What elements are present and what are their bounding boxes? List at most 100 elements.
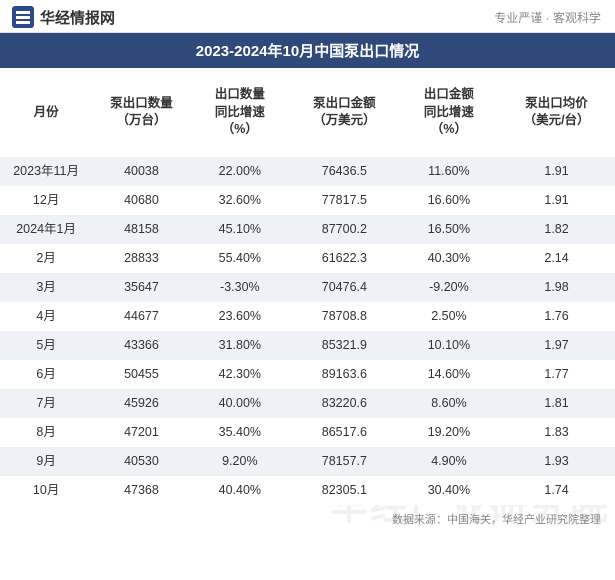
cell-qty-growth: 40.40% — [191, 476, 289, 505]
cell-amount-growth: 30.40% — [400, 476, 498, 505]
cell-month: 2023年11月 — [0, 157, 92, 186]
cell-qty-growth: 55.40% — [191, 244, 289, 273]
col-header-amount: 泵出口金额（万美元） — [289, 68, 400, 157]
cell-amount: 78157.7 — [289, 447, 400, 476]
cell-qty-growth: 9.20% — [191, 447, 289, 476]
cell-qty: 40038 — [92, 157, 190, 186]
cell-price: 1.74 — [498, 476, 615, 505]
cell-qty-growth: 35.40% — [191, 418, 289, 447]
cell-qty-growth: 42.30% — [191, 360, 289, 389]
cell-qty: 47368 — [92, 476, 190, 505]
table-row: 2024年1月4815845.10%87700.216.50%1.82 — [0, 215, 615, 244]
cell-price: 1.91 — [498, 157, 615, 186]
cell-month: 8月 — [0, 418, 92, 447]
table-row: 9月405309.20%78157.74.90%1.93 — [0, 447, 615, 476]
cell-amount-growth: 16.50% — [400, 215, 498, 244]
logo-text: 华经情报网 — [40, 7, 115, 28]
table-row: 12月4068032.60%77817.516.60%1.91 — [0, 186, 615, 215]
cell-amount-growth: 2.50% — [400, 302, 498, 331]
cell-qty-growth: 40.00% — [191, 389, 289, 418]
cell-price: 1.93 — [498, 447, 615, 476]
table-row: 8月4720135.40%86517.619.20%1.83 — [0, 418, 615, 447]
cell-amount: 70476.4 — [289, 273, 400, 302]
cell-qty: 40680 — [92, 186, 190, 215]
cell-price: 1.81 — [498, 389, 615, 418]
cell-qty: 40530 — [92, 447, 190, 476]
cell-month: 3月 — [0, 273, 92, 302]
cell-month: 2月 — [0, 244, 92, 273]
col-header-month: 月份 — [0, 68, 92, 157]
table-row: 2月2883355.40%61622.340.30%2.14 — [0, 244, 615, 273]
cell-qty-growth: 23.60% — [191, 302, 289, 331]
cell-month: 9月 — [0, 447, 92, 476]
cell-price: 1.91 — [498, 186, 615, 215]
cell-qty: 44677 — [92, 302, 190, 331]
cell-price: 1.83 — [498, 418, 615, 447]
table-row: 2023年11月4003822.00%76436.511.60%1.91 — [0, 157, 615, 186]
cell-qty-growth: 32.60% — [191, 186, 289, 215]
page-title: 2023-2024年10月中国泵出口情况 — [0, 33, 615, 68]
cell-amount: 78708.8 — [289, 302, 400, 331]
logo-icon — [12, 6, 34, 28]
cell-amount: 86517.6 — [289, 418, 400, 447]
cell-price: 1.97 — [498, 331, 615, 360]
cell-price: 1.76 — [498, 302, 615, 331]
cell-amount: 87700.2 — [289, 215, 400, 244]
tagline: 专业严谨 · 客观科学 — [494, 9, 601, 26]
cell-price: 1.98 — [498, 273, 615, 302]
cell-price: 1.77 — [498, 360, 615, 389]
logo-wrap: 华经情报网 — [12, 6, 115, 28]
cell-amount-growth: 16.60% — [400, 186, 498, 215]
cell-qty: 48158 — [92, 215, 190, 244]
cell-month: 10月 — [0, 476, 92, 505]
col-header-amount-growth: 出口金额同比增速（%） — [400, 68, 498, 157]
cell-month: 2024年1月 — [0, 215, 92, 244]
cell-month: 7月 — [0, 389, 92, 418]
cell-month: 12月 — [0, 186, 92, 215]
cell-amount-growth: 10.10% — [400, 331, 498, 360]
cell-amount-growth: 40.30% — [400, 244, 498, 273]
cell-qty: 50455 — [92, 360, 190, 389]
cell-amount: 82305.1 — [289, 476, 400, 505]
export-table: 月份 泵出口数量（万台） 出口数量同比增速（%） 泵出口金额（万美元） 出口金额… — [0, 68, 615, 505]
cell-qty: 47201 — [92, 418, 190, 447]
table-row: 6月5045542.30%89163.614.60%1.77 — [0, 360, 615, 389]
col-header-qty-growth: 出口数量同比增速（%） — [191, 68, 289, 157]
table-row: 5月4336631.80%85321.910.10%1.97 — [0, 331, 615, 360]
cell-amount-growth: 4.90% — [400, 447, 498, 476]
cell-qty-growth: -3.30% — [191, 273, 289, 302]
cell-amount-growth: 19.20% — [400, 418, 498, 447]
cell-qty-growth: 31.80% — [191, 331, 289, 360]
data-source: 数据来源：中国海关，华经产业研究院整理 — [0, 505, 615, 533]
cell-qty: 28833 — [92, 244, 190, 273]
table-head: 月份 泵出口数量（万台） 出口数量同比增速（%） 泵出口金额（万美元） 出口金额… — [0, 68, 615, 157]
cell-amount: 89163.6 — [289, 360, 400, 389]
table-row: 4月4467723.60%78708.82.50%1.76 — [0, 302, 615, 331]
cell-qty: 45926 — [92, 389, 190, 418]
cell-month: 5月 — [0, 331, 92, 360]
cell-amount-growth: 11.60% — [400, 157, 498, 186]
col-header-qty: 泵出口数量（万台） — [92, 68, 190, 157]
cell-amount: 76436.5 — [289, 157, 400, 186]
cell-amount-growth: 14.60% — [400, 360, 498, 389]
cell-amount: 85321.9 — [289, 331, 400, 360]
table-body: 2023年11月4003822.00%76436.511.60%1.9112月4… — [0, 157, 615, 505]
cell-amount-growth: 8.60% — [400, 389, 498, 418]
cell-month: 6月 — [0, 360, 92, 389]
cell-qty-growth: 22.00% — [191, 157, 289, 186]
col-header-price: 泵出口均价（美元/台） — [498, 68, 615, 157]
cell-amount-growth: -9.20% — [400, 273, 498, 302]
table-row: 10月4736840.40%82305.130.40%1.74 — [0, 476, 615, 505]
cell-amount: 61622.3 — [289, 244, 400, 273]
cell-qty-growth: 45.10% — [191, 215, 289, 244]
table-row: 7月4592640.00%83220.68.60%1.81 — [0, 389, 615, 418]
cell-month: 4月 — [0, 302, 92, 331]
cell-amount: 83220.6 — [289, 389, 400, 418]
cell-qty: 43366 — [92, 331, 190, 360]
table-row: 3月35647-3.30%70476.4-9.20%1.98 — [0, 273, 615, 302]
page-header: 华经情报网 专业严谨 · 客观科学 — [0, 0, 615, 33]
cell-amount: 77817.5 — [289, 186, 400, 215]
cell-qty: 35647 — [92, 273, 190, 302]
cell-price: 2.14 — [498, 244, 615, 273]
cell-price: 1.82 — [498, 215, 615, 244]
